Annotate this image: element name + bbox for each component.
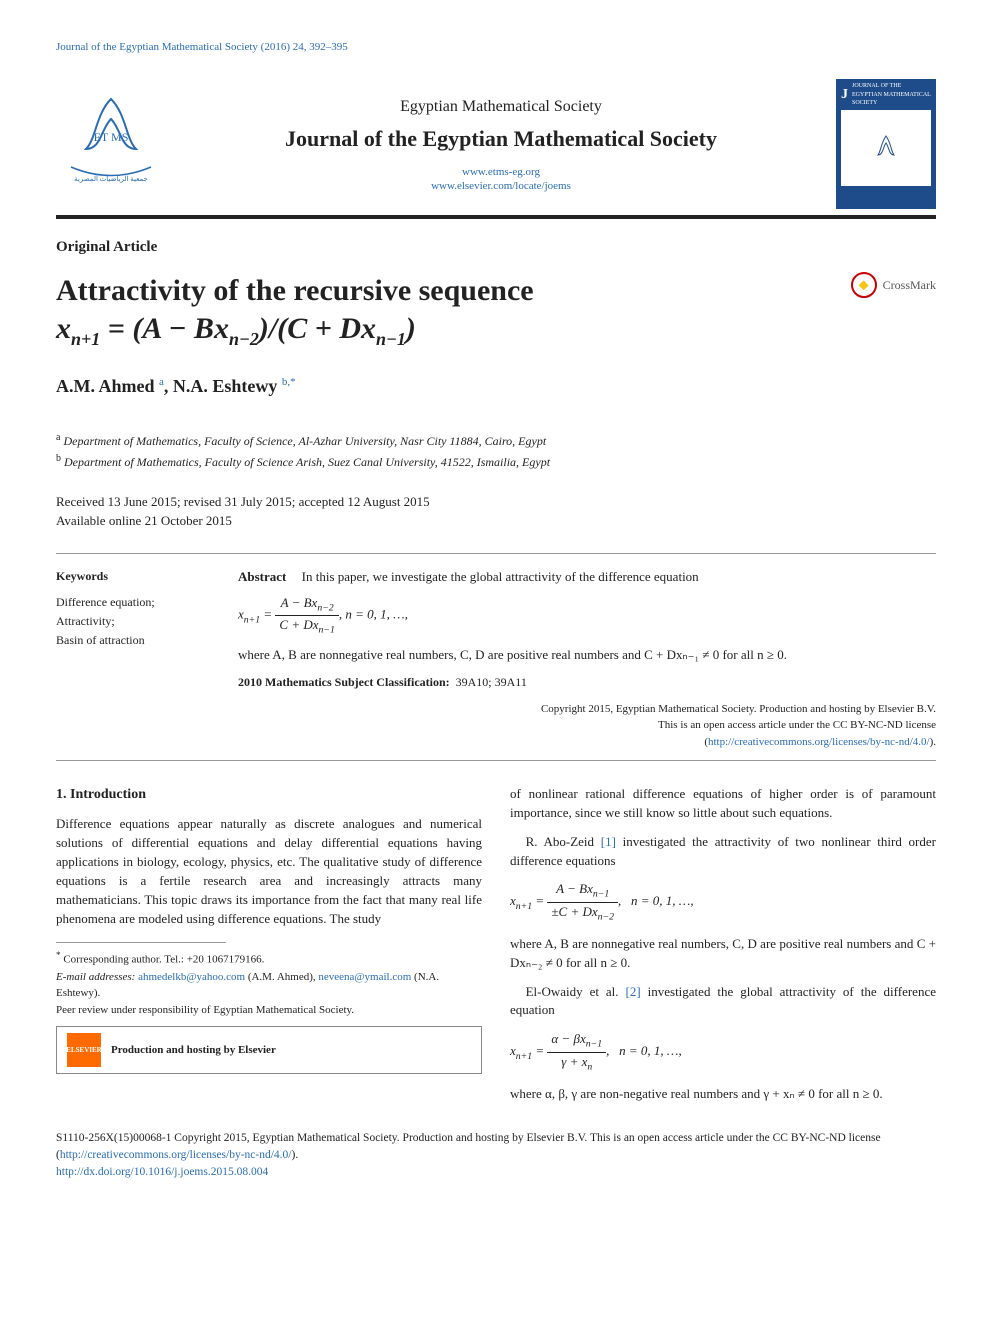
email-author-2[interactable]: neveena@ymail.com xyxy=(318,971,411,983)
abstract-block: Keywords Difference equation; Attractivi… xyxy=(56,553,936,761)
hosting-box: ELSEVIER Production and hosting by Elsev… xyxy=(56,1026,482,1074)
equation-elowaidy: xn+1 = α − βxn−1γ + xn, n = 0, 1, …, xyxy=(510,1030,936,1074)
hosting-text: Production and hosting by Elsevier xyxy=(111,1042,276,1059)
intro-para-1: Difference equations appear naturally as… xyxy=(56,815,482,928)
author-2: N.A. Eshtewy xyxy=(173,376,278,396)
svg-text:ET MS: ET MS xyxy=(94,130,129,144)
body-columns: 1. Introduction Difference equations app… xyxy=(56,785,936,1103)
crossmark-badge[interactable]: CrossMark xyxy=(851,272,936,298)
email-author-1[interactable]: ahmedelkb@yahoo.com xyxy=(138,971,245,983)
elsevier-logo: ELSEVIER xyxy=(67,1033,101,1067)
intro-para-2: R. Abo-Zeid [1] investigated the attract… xyxy=(510,833,936,871)
peer-review-note: Peer review under responsibility of Egyp… xyxy=(56,1002,482,1019)
abstract-intro: In this paper, we investigate the global… xyxy=(302,569,699,584)
running-head: Journal of the Egyptian Mathematical Soc… xyxy=(56,40,936,55)
journal-name: Journal of the Egyptian Mathematical Soc… xyxy=(184,124,818,155)
abstract-heading: Abstract xyxy=(238,569,286,584)
author-1-aff[interactable]: a xyxy=(159,376,164,388)
intro-para-1b: of nonlinear rational difference equatio… xyxy=(510,785,936,823)
cc-license-link[interactable]: http://creativecommons.org/licenses/by-n… xyxy=(708,736,930,748)
intro-para-4: El-Owaidy et al. [2] investigated the gl… xyxy=(510,983,936,1021)
abstract-where: where A, B are nonnegative real numbers,… xyxy=(238,646,936,664)
keywords-list: Difference equation; Attractivity; Basin… xyxy=(56,593,206,651)
journal-link-1[interactable]: www.etms-eg.org xyxy=(184,165,818,179)
crossmark-label: CrossMark xyxy=(883,277,936,294)
article-title: Attractivity of the recursive sequence x… xyxy=(56,272,831,350)
available-online: Available online 21 October 2015 xyxy=(56,511,936,531)
section-1-heading: 1. Introduction xyxy=(56,785,482,805)
journal-cover-thumb: JJOURNAL OF THE EGYPTIAN MATHEMATICAL SO… xyxy=(836,79,936,209)
article-dates: Received 13 June 2015; revised 31 July 2… xyxy=(56,492,936,531)
footer-doi-link[interactable]: http://dx.doi.org/10.1016/j.joems.2015.0… xyxy=(56,1166,268,1178)
affiliation-a: Department of Mathematics, Faculty of Sc… xyxy=(63,434,546,448)
ref-link-1[interactable]: [1] xyxy=(601,834,616,849)
ref-link-2[interactable]: [2] xyxy=(626,984,641,999)
msc-line: 2010 Mathematics Subject Classification:… xyxy=(238,674,936,691)
authors: A.M. Ahmed a, N.A. Eshtewy b,* xyxy=(56,374,936,399)
journal-banner: ET MS جمعية الرياضيات المصرية Egyptian M… xyxy=(56,73,936,219)
footnote-separator xyxy=(56,942,226,943)
crossmark-icon xyxy=(851,272,877,298)
footnotes: * Corresponding author. Tel.: +20 106717… xyxy=(56,949,482,1074)
abstract-equation: xn+1 = A − Bxn−2C + Dxn−1, n = 0, 1, …, xyxy=(238,594,936,637)
keywords-heading: Keywords xyxy=(56,568,206,585)
affiliations: a Department of Mathematics, Faculty of … xyxy=(56,430,936,472)
article-type: Original Article xyxy=(56,237,936,258)
received-revised-accepted: Received 13 June 2015; revised 31 July 2… xyxy=(56,492,936,512)
footer-cc-link[interactable]: http://creativecommons.org/licenses/by-n… xyxy=(60,1149,292,1161)
society-name: Egyptian Mathematical Society xyxy=(184,96,818,118)
intro-para-5: where α, β, γ are non-negative real numb… xyxy=(510,1085,936,1104)
intro-para-3: where A, B are nonnegative real numbers,… xyxy=(510,935,936,973)
affiliation-b: Department of Mathematics, Faculty of Sc… xyxy=(64,455,550,469)
copyright-block: Copyright 2015, Egyptian Mathematical So… xyxy=(238,701,936,751)
author-1: A.M. Ahmed xyxy=(56,376,155,396)
email-label: E-mail addresses: xyxy=(56,971,135,983)
corresponding-note: Corresponding author. Tel.: +20 10671791… xyxy=(63,954,264,966)
corresponding-star[interactable]: * xyxy=(290,376,296,388)
journal-link-2[interactable]: www.elsevier.com/locate/joems xyxy=(184,179,818,193)
footer-block: S1110-256X(15)00068-1 Copyright 2015, Eg… xyxy=(56,1130,936,1182)
equation-abo-zeid: xn+1 = A − Bxn−1±C + Dxn−2, n = 0, 1, …, xyxy=(510,880,936,924)
banner-rule xyxy=(56,215,936,219)
society-logo: ET MS جمعية الرياضيات المصرية xyxy=(56,89,166,199)
svg-text:جمعية الرياضيات المصرية: جمعية الرياضيات المصرية xyxy=(74,175,148,183)
